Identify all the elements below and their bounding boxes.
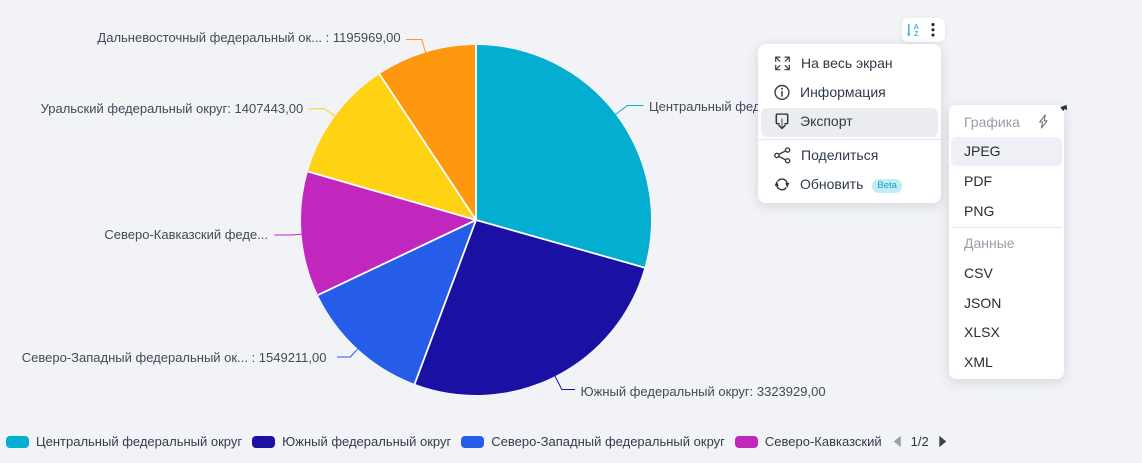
svg-text:A: A [914, 22, 920, 31]
svg-text:Z: Z [914, 29, 919, 38]
